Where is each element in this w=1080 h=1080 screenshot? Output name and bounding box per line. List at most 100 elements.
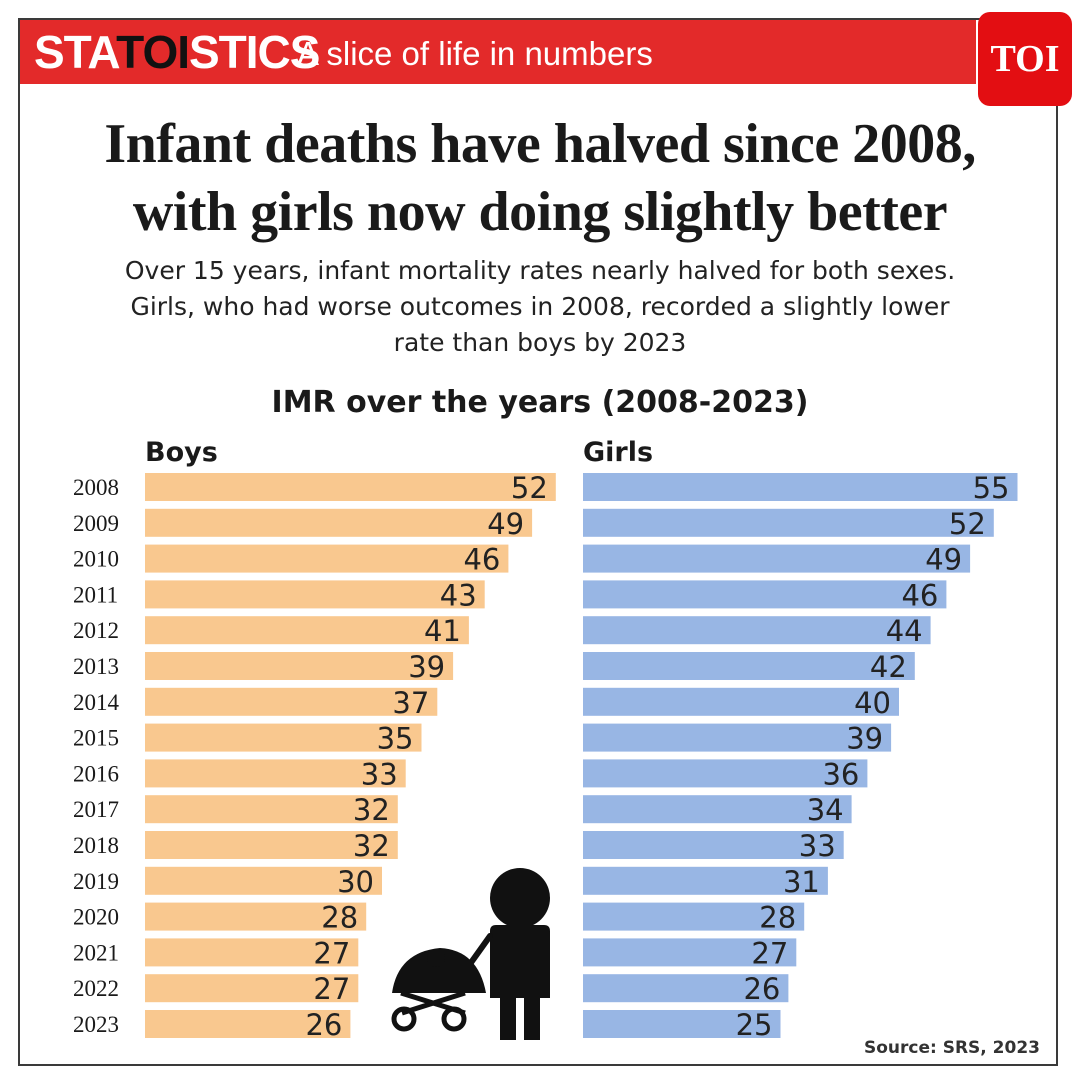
year-label-2022: 2022: [73, 976, 119, 1001]
boys-value-2010: 46: [463, 543, 500, 577]
headline: Infant deaths have halved since 2008, wi…: [30, 110, 1050, 246]
year-label-2018: 2018: [73, 833, 119, 858]
girls-value-2019: 31: [783, 865, 820, 899]
girls-bar-2011: [583, 580, 947, 609]
girls-bar-2009: [583, 508, 994, 537]
boys-value-2009: 49: [487, 507, 524, 541]
boys-value-2023: 26: [305, 1008, 342, 1042]
year-label-2011: 2011: [73, 582, 118, 607]
girls-label: Girls: [583, 437, 654, 468]
girls-value-2013: 42: [870, 650, 907, 684]
boys-value-2012: 41: [424, 614, 461, 648]
year-label-2008: 2008: [73, 475, 119, 500]
frame-border: [18, 18, 1058, 1066]
girls-value-2016: 36: [822, 757, 859, 791]
year-label-2023: 2023: [73, 1012, 119, 1037]
girls-value-2010: 49: [925, 543, 962, 577]
toi-logo: TOI: [978, 12, 1072, 106]
year-label-2014: 2014: [73, 690, 120, 715]
tagline: A slice of life in numbers: [297, 35, 653, 72]
girls-bar-2023: [583, 1010, 781, 1038]
girls-value-2018: 33: [799, 829, 836, 863]
girls-bar-2022: [583, 974, 789, 1003]
boys-bar-2016: [145, 759, 406, 788]
toi-logo-text: TOI: [990, 38, 1060, 80]
boys-label: Boys: [145, 437, 218, 468]
boys-value-2011: 43: [440, 578, 477, 612]
header-banner: [20, 20, 976, 84]
boys-bar-2008: [145, 473, 556, 501]
girls-value-2014: 40: [854, 686, 891, 720]
subhead-line-3: rate than boys by 2023: [393, 328, 687, 357]
brand-left: STA: [34, 26, 117, 78]
brand-right: STICS: [189, 26, 320, 78]
girls-value-2012: 44: [886, 614, 923, 648]
girls-bar-2010: [583, 544, 971, 573]
boys-bar-2009: [145, 508, 533, 537]
subhead: Over 15 years, infant mortality rates ne…: [30, 253, 1050, 361]
girls-value-2023: 25: [736, 1008, 773, 1042]
boys-value-2008: 52: [511, 471, 548, 505]
year-label-2015: 2015: [73, 726, 119, 751]
girls-value-2008: 55: [973, 471, 1010, 505]
year-label-2021: 2021: [73, 940, 119, 965]
year-label-2017: 2017: [73, 797, 119, 822]
boys-value-2017: 32: [353, 793, 390, 827]
girls-bar-2013: [583, 652, 915, 680]
year-label-2020: 2020: [73, 905, 119, 930]
year-label-2010: 2010: [73, 547, 119, 572]
subhead-line-2: Girls, who had worse outcomes in 2008, r…: [130, 292, 950, 321]
year-label-2009: 2009: [73, 511, 119, 536]
boys-bar-2017: [145, 795, 398, 824]
boys-bar-2010: [145, 544, 509, 573]
year-label-2013: 2013: [73, 654, 119, 679]
brand-mid: TOI: [116, 26, 190, 78]
girls-bar-2015: [583, 723, 892, 752]
headline-line-1: Infant deaths have halved since 2008,: [104, 113, 976, 175]
boys-value-2019: 30: [337, 865, 374, 899]
boys-value-2022: 27: [313, 972, 350, 1006]
stroller-parent-icon: [391, 868, 550, 1040]
girls-bar-2019: [583, 866, 828, 895]
girls-bar-2012: [583, 616, 931, 645]
boys-bar-2011: [145, 580, 485, 609]
boys-bar-2020: [145, 902, 367, 931]
boys-bar-2018: [145, 831, 398, 859]
year-label-2016: 2016: [73, 761, 119, 786]
girls-bar-2020: [583, 902, 805, 931]
girls-bar-2017: [583, 795, 852, 824]
headline-line-2: with girls now doing slightly better: [132, 181, 948, 243]
girls-value-2022: 26: [743, 972, 780, 1006]
boys-value-2015: 35: [377, 722, 414, 756]
girls-value-2017: 34: [807, 793, 844, 827]
girls-value-2009: 52: [949, 507, 986, 541]
girls-value-2021: 27: [751, 936, 788, 970]
boys-bar-2014: [145, 687, 438, 716]
boys-value-2014: 37: [392, 686, 429, 720]
boys-value-2013: 39: [408, 650, 445, 684]
year-label-2012: 2012: [73, 618, 119, 643]
year-label-2019: 2019: [73, 869, 119, 894]
boys-bar-2023: [145, 1010, 351, 1038]
boys-value-2021: 27: [313, 936, 350, 970]
chart-title: IMR over the years (2008-2023): [271, 385, 809, 420]
boys-bar-2022: [145, 974, 359, 1003]
girls-bar-2014: [583, 687, 899, 716]
girls-value-2020: 28: [759, 901, 796, 935]
boys-value-2018: 32: [353, 829, 390, 863]
subhead-line-1: Over 15 years, infant mortality rates ne…: [124, 256, 956, 285]
boys-bar-2019: [145, 866, 382, 895]
boys-value-2016: 33: [361, 757, 398, 791]
girls-value-2011: 46: [901, 578, 938, 612]
boys-value-2020: 28: [321, 901, 358, 935]
boys-bar-2013: [145, 652, 454, 680]
girls-bar-2021: [583, 938, 797, 967]
source-note: Source: SRS, 2023: [863, 1038, 1040, 1058]
girls-bar-2018: [583, 831, 844, 859]
boys-bar-2015: [145, 723, 422, 752]
boys-bar-2021: [145, 938, 359, 967]
girls-value-2015: 39: [846, 722, 883, 756]
brand-logo: STATOISTICS: [34, 22, 320, 82]
